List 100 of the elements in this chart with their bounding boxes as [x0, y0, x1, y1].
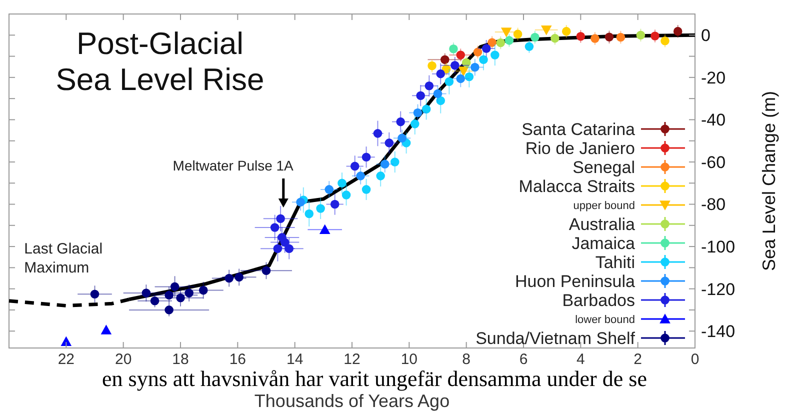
point — [449, 44, 458, 54]
point — [673, 26, 682, 36]
point — [550, 34, 560, 43]
point — [342, 190, 351, 200]
x-tick-label: 18 — [172, 351, 189, 368]
point — [384, 138, 394, 148]
point — [444, 77, 454, 86]
point — [276, 214, 285, 224]
legend-label: Malacca Straits — [518, 176, 635, 196]
point — [270, 223, 280, 232]
point — [304, 209, 314, 218]
point — [616, 32, 626, 42]
point — [362, 152, 371, 162]
point — [450, 60, 460, 70]
point — [428, 61, 436, 70]
point — [488, 38, 496, 47]
point — [362, 185, 371, 194]
legend-label: upper bound — [573, 200, 635, 212]
y-tick-label: -120 — [701, 280, 736, 299]
x-tick-label: 4 — [576, 351, 585, 368]
point — [224, 274, 234, 283]
point — [164, 290, 174, 300]
x-tick-label: 12 — [344, 351, 360, 368]
point — [436, 69, 446, 78]
point — [273, 244, 282, 254]
x-tick-label: 10 — [400, 351, 418, 368]
point — [410, 120, 420, 128]
y-tick-label: -140 — [701, 322, 736, 342]
x-tick-label: 8 — [462, 351, 471, 368]
point — [142, 288, 151, 298]
y-axis-title: Sea Level Change (m) — [759, 90, 779, 272]
legend-label: Huon Peninsula — [514, 272, 636, 291]
point — [234, 272, 244, 282]
point — [316, 204, 325, 213]
y-tick-label: -80 — [701, 195, 726, 214]
point — [198, 286, 208, 295]
legend-label: Australia — [568, 214, 636, 234]
point — [396, 117, 405, 126]
point — [350, 162, 360, 171]
point — [90, 290, 100, 298]
point — [490, 50, 500, 60]
point — [376, 172, 385, 180]
point — [170, 282, 180, 292]
point — [496, 38, 506, 48]
point — [650, 32, 660, 40]
point — [424, 81, 434, 90]
x-tick-label: 0 — [690, 351, 700, 368]
x-tick-label: 14 — [286, 351, 304, 368]
point — [473, 48, 482, 56]
legend-label: Tahiti — [595, 252, 635, 272]
point — [500, 28, 512, 38]
point — [440, 55, 450, 64]
annotation: Last Glacial Maximum — [24, 240, 103, 277]
point — [464, 72, 474, 82]
legend-label: lower bound — [575, 314, 635, 326]
point — [524, 42, 534, 51]
legend-label: Senegal — [572, 158, 635, 177]
legend-label: Jamaica — [572, 234, 636, 253]
point — [604, 32, 614, 42]
point — [184, 288, 194, 298]
point — [330, 200, 340, 209]
point — [60, 336, 72, 346]
point — [504, 36, 514, 45]
text: en syns att havsnivån har varit ungefär densamma under de se — [102, 366, 647, 391]
point — [284, 244, 294, 254]
point — [636, 30, 646, 40]
point — [436, 96, 446, 106]
point — [150, 296, 160, 306]
x-tick-label: 16 — [229, 351, 246, 368]
point — [479, 55, 488, 64]
point — [278, 233, 286, 242]
point — [164, 306, 174, 314]
legend-label: Barbados — [562, 290, 635, 310]
x-tick-label: 20 — [114, 351, 132, 368]
point — [338, 178, 346, 188]
point — [660, 36, 670, 46]
x-tick-label: 22 — [58, 351, 75, 368]
y-tick-label: -40 — [701, 110, 726, 130]
text: Post-Glacial Sea Level Rise — [56, 26, 264, 97]
legend-label: Sunda/Vietnam Shelf — [476, 328, 636, 348]
legend-label: Rio de Janiero — [525, 138, 635, 158]
y-tick-label: -20 — [701, 68, 726, 88]
point — [319, 224, 330, 234]
point — [458, 66, 469, 76]
point — [562, 26, 571, 36]
legend-label: Santa Catarina — [522, 120, 636, 139]
point — [590, 34, 600, 43]
point — [422, 104, 431, 114]
point — [100, 324, 112, 334]
point — [540, 25, 552, 36]
point — [390, 158, 400, 166]
x-tick-label: 6 — [519, 351, 528, 368]
point — [262, 266, 271, 276]
point — [373, 129, 382, 138]
point — [462, 58, 471, 68]
point — [456, 50, 466, 60]
y-tick-label: -60 — [701, 152, 726, 172]
y-tick-label: 0 — [701, 26, 710, 46]
y-tick-label: -100 — [701, 237, 736, 256]
point — [176, 294, 185, 302]
